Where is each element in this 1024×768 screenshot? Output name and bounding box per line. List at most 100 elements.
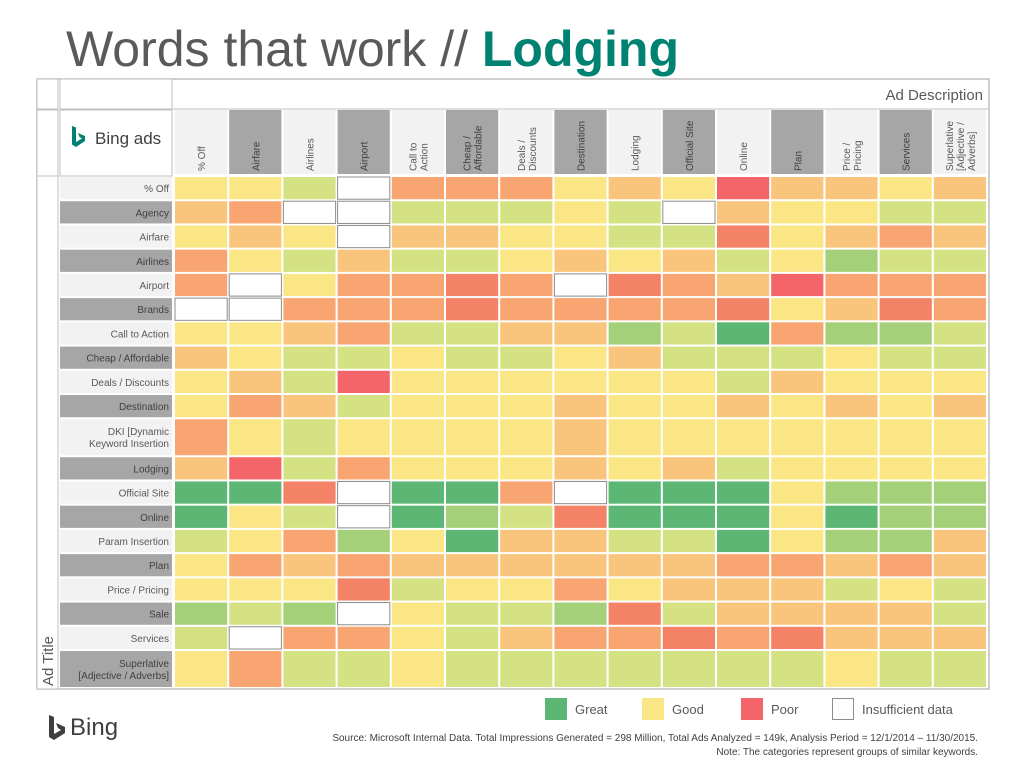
heatmap-cell	[500, 457, 553, 480]
heatmap-cell	[825, 651, 878, 687]
heatmap-cell	[879, 651, 932, 687]
legend-swatch	[832, 698, 854, 720]
heatmap-cell	[717, 225, 770, 248]
heatmap-cell	[175, 249, 228, 272]
heatmap-cell	[283, 322, 336, 345]
heatmap-cell	[446, 298, 499, 321]
heatmap-cell	[825, 554, 878, 577]
heatmap-cell	[391, 626, 444, 649]
heatmap-cell	[717, 298, 770, 321]
heatmap-cell	[717, 249, 770, 272]
heatmap-cell	[554, 395, 607, 418]
heatmap-cell	[283, 419, 336, 456]
heatmap-cell	[446, 481, 499, 504]
row-axis-panel	[36, 175, 59, 690]
heatmap-cell	[879, 273, 932, 297]
heatmap-cell	[879, 578, 932, 601]
heatmap-cell	[608, 298, 661, 321]
row-header-cell	[60, 626, 172, 649]
heatmap-cell	[554, 578, 607, 601]
heatmap-cell	[933, 578, 986, 601]
heatmap-cell	[500, 481, 553, 504]
heatmap-cell	[608, 457, 661, 480]
heatmap-cell	[283, 505, 336, 528]
heatmap-cell	[608, 651, 661, 687]
heatmap-cell	[771, 602, 824, 625]
heatmap-cell	[554, 370, 607, 393]
heatmap-cell	[554, 322, 607, 345]
heatmap-cell	[229, 370, 282, 393]
heatmap-cell-insufficient	[337, 602, 391, 626]
heatmap-cell	[391, 578, 444, 601]
heatmap-cell-insufficient	[174, 297, 228, 321]
heatmap-cell	[717, 505, 770, 528]
column-header-label: % Off	[197, 146, 208, 171]
heatmap-cell-insufficient	[337, 200, 391, 224]
heatmap-cell	[608, 201, 661, 224]
column-header-label: Official Site	[685, 120, 696, 171]
heatmap-cell	[337, 554, 390, 577]
column-header-label: Price /Pricing	[842, 140, 864, 171]
heatmap-cell	[825, 602, 878, 625]
heatmap-cell	[933, 457, 986, 480]
row-header-cell	[60, 225, 172, 248]
row-header-cell	[60, 529, 172, 553]
heatmap-cell	[879, 505, 932, 528]
row-header-cell	[60, 322, 172, 345]
heatmap-cell	[933, 651, 986, 687]
heatmap-cell	[229, 457, 282, 480]
heatmap-cell	[608, 481, 661, 504]
heatmap-cell	[933, 554, 986, 577]
heatmap-cell	[554, 554, 607, 577]
heatmap-cell	[175, 273, 228, 297]
title-prefix: Words that work //	[66, 21, 482, 77]
heatmap-cell	[175, 578, 228, 601]
heatmap-cell	[933, 273, 986, 297]
heatmap-cell	[446, 225, 499, 248]
column-header-cell	[500, 110, 553, 174]
heatmap-cell	[771, 419, 824, 456]
heatmap-cell	[717, 481, 770, 504]
heatmap-cell	[283, 651, 336, 687]
heatmap-cell	[879, 225, 932, 248]
heatmap-cell	[771, 225, 824, 248]
source-note: Source: Microsoft Internal Data. Total I…	[218, 732, 978, 760]
heatmap-cell	[500, 273, 553, 297]
row-header-cell	[60, 505, 172, 528]
heatmap-cell	[771, 529, 824, 553]
heatmap-cell	[771, 457, 824, 480]
heatmap-cell	[337, 273, 390, 297]
heatmap-cell	[391, 419, 444, 456]
column-header-cell	[662, 110, 715, 174]
heatmap-cell	[500, 651, 553, 687]
heatmap-cell	[283, 225, 336, 248]
heatmap-cell	[771, 554, 824, 577]
heatmap-cell-insufficient	[228, 297, 282, 321]
heatmap-cell	[500, 554, 553, 577]
heatmap-cell	[933, 177, 986, 200]
heatmap-cell	[933, 626, 986, 649]
heatmap-cell	[175, 177, 228, 200]
heatmap-cell	[662, 626, 715, 649]
heatmap-cell	[283, 481, 336, 504]
row-header-cell	[60, 554, 172, 577]
heatmap-cell	[391, 370, 444, 393]
heatmap-cell	[933, 529, 986, 553]
heatmap-cell	[500, 249, 553, 272]
heatmap-cell	[879, 626, 932, 649]
column-header-cell	[554, 110, 607, 174]
heatmap-cell	[608, 578, 661, 601]
row-header-cell	[60, 273, 172, 297]
row-header-label: Airport	[140, 281, 170, 292]
heatmap-cell	[933, 201, 986, 224]
heatmap-cell	[608, 626, 661, 649]
column-header-cell	[608, 110, 661, 174]
heatmap-cell	[933, 481, 986, 504]
heatmap-cell	[500, 177, 553, 200]
heatmap-cell	[175, 346, 228, 369]
heatmap-cell	[771, 578, 824, 601]
heatmap-cell	[717, 370, 770, 393]
heatmap-cell	[500, 529, 553, 553]
heatmap-cell	[391, 177, 444, 200]
heatmap-cell	[391, 225, 444, 248]
